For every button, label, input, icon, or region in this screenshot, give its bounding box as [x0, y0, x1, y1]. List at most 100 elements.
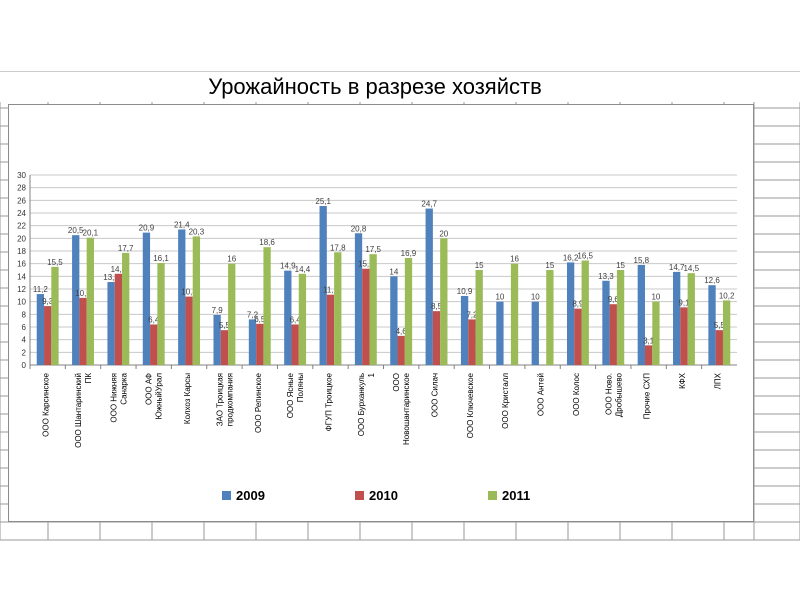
- data-label: 15,8: [634, 256, 650, 265]
- bar-2011: [263, 247, 271, 365]
- bar-2010: [150, 324, 158, 365]
- y-tick-label: 24: [17, 209, 26, 218]
- x-tick-label-line: ООО АФ: [145, 373, 154, 405]
- data-label: 12,6: [704, 276, 720, 285]
- x-tick-label-line: Прочие СХП: [643, 373, 652, 419]
- x-tick-label-line: ПК: [84, 373, 93, 384]
- y-tick-label: 12: [17, 285, 26, 294]
- bar-2009: [213, 314, 221, 365]
- bar-2010: [397, 335, 405, 365]
- data-label: 16: [510, 255, 519, 264]
- x-tick-label-line: Дробышево: [614, 372, 623, 417]
- bar-2011: [157, 263, 165, 365]
- data-label: 14,5: [683, 264, 699, 273]
- y-tick-label: 28: [17, 184, 26, 193]
- bar-2011: [51, 266, 59, 365]
- bar-2011: [334, 252, 342, 365]
- data-label: 5,5: [714, 321, 726, 330]
- y-tick-label: 26: [17, 196, 26, 205]
- bar-2010: [44, 306, 52, 365]
- data-label: 6,5: [254, 315, 266, 324]
- bar-2009: [72, 235, 80, 365]
- x-tick-label: ООО НижняяСанарка: [109, 372, 128, 422]
- bar-2010: [609, 304, 617, 365]
- data-label: 20,9: [139, 224, 155, 233]
- x-tick-label: ООО Бурханкуль1: [357, 372, 376, 436]
- bar-2011: [581, 260, 589, 365]
- legend-label: 2009: [236, 488, 265, 503]
- data-label: 8,5: [431, 302, 443, 311]
- bar-2011: [192, 236, 201, 365]
- data-label: 10: [495, 293, 504, 302]
- data-label: 10,8: [181, 288, 197, 297]
- bar-2010: [715, 330, 723, 365]
- bar-2009: [460, 295, 469, 365]
- bar-2010: [574, 308, 582, 365]
- x-tick-label: ООО Карсинское: [42, 372, 51, 436]
- y-tick-label: 4: [22, 336, 27, 345]
- data-label: 20: [439, 229, 448, 238]
- bar-2010: [256, 323, 264, 365]
- data-label: 15: [616, 261, 625, 270]
- x-tick-label: ФГУП Троицкое: [324, 372, 333, 431]
- data-label: 9,1: [678, 298, 690, 307]
- data-label: 9,6: [608, 295, 620, 304]
- x-tick-label-line: ФГУП Троицкое: [324, 372, 333, 431]
- data-label: 10: [651, 293, 660, 302]
- title-area: [0, 72, 800, 102]
- data-label: 14,9: [280, 262, 296, 271]
- data-label: 16: [227, 255, 236, 264]
- legend-swatch-2011: [488, 491, 497, 500]
- data-label: 11,1: [323, 286, 339, 295]
- x-tick-label-line: продкомпания: [225, 373, 234, 426]
- x-tick-label-line: ООО Репинское: [254, 372, 263, 433]
- data-label: 9,3: [42, 297, 54, 306]
- chart-frame[interactable]: [8, 104, 754, 522]
- bar-2009: [284, 270, 292, 365]
- x-tick-label-line: ООО Ясные: [286, 372, 295, 418]
- data-label: 18,6: [259, 238, 275, 247]
- bar-2011: [475, 270, 483, 365]
- bar-2009: [531, 301, 539, 365]
- y-tick-label: 6: [22, 323, 27, 332]
- x-tick-label-line: КФХ: [678, 372, 687, 388]
- x-tick-label-line: ЗАО Троицкая: [215, 373, 224, 426]
- data-label: 7,2: [247, 310, 259, 319]
- bar-2010: [79, 297, 87, 365]
- bar-2010: [185, 296, 193, 365]
- data-label: 20,1: [83, 229, 99, 238]
- data-label: 7,9: [212, 306, 224, 315]
- x-tick-label-line: ООО Ново.: [604, 373, 613, 415]
- bar-2011: [652, 301, 660, 365]
- data-label: 17,5: [365, 245, 381, 254]
- bar-2009: [708, 285, 716, 365]
- bar-2011: [510, 263, 519, 365]
- data-label: 4,6: [396, 327, 408, 336]
- x-tick-label: ООО Ключевское: [466, 372, 475, 438]
- legend-label: 2011: [502, 488, 530, 503]
- data-label: 14,4: [295, 265, 311, 274]
- bar-2011: [440, 238, 448, 365]
- bar-2009: [107, 282, 115, 365]
- bar-2011: [546, 270, 554, 365]
- y-tick-label: 10: [17, 298, 26, 307]
- legend-swatch-2010: [355, 491, 364, 500]
- data-label: 10,9: [457, 287, 473, 296]
- x-tick-label-line: ООО Шантаринский: [74, 373, 83, 448]
- bar-2011: [404, 257, 413, 365]
- data-label: 6,4: [290, 315, 302, 324]
- y-tick-label: 2: [22, 348, 27, 357]
- x-tick-label-line: 1: [367, 372, 376, 377]
- bar-2009: [142, 232, 151, 365]
- bar-2010: [468, 319, 476, 365]
- data-label: 16,2: [563, 253, 579, 262]
- data-label: 15: [545, 261, 554, 270]
- x-tick-label: ООО АФЮжныйУрал: [145, 373, 164, 420]
- x-tick-label-line: ЛПХ: [713, 372, 722, 389]
- bar-2009: [178, 229, 186, 365]
- x-tick-label-line: ООО Силач: [431, 373, 440, 417]
- x-tick-label: ООО ЯсныеПоляны: [286, 372, 305, 418]
- x-tick-label-line: ООО Ключевское: [466, 372, 475, 438]
- x-tick-label: Колхоз Карсы: [183, 373, 192, 424]
